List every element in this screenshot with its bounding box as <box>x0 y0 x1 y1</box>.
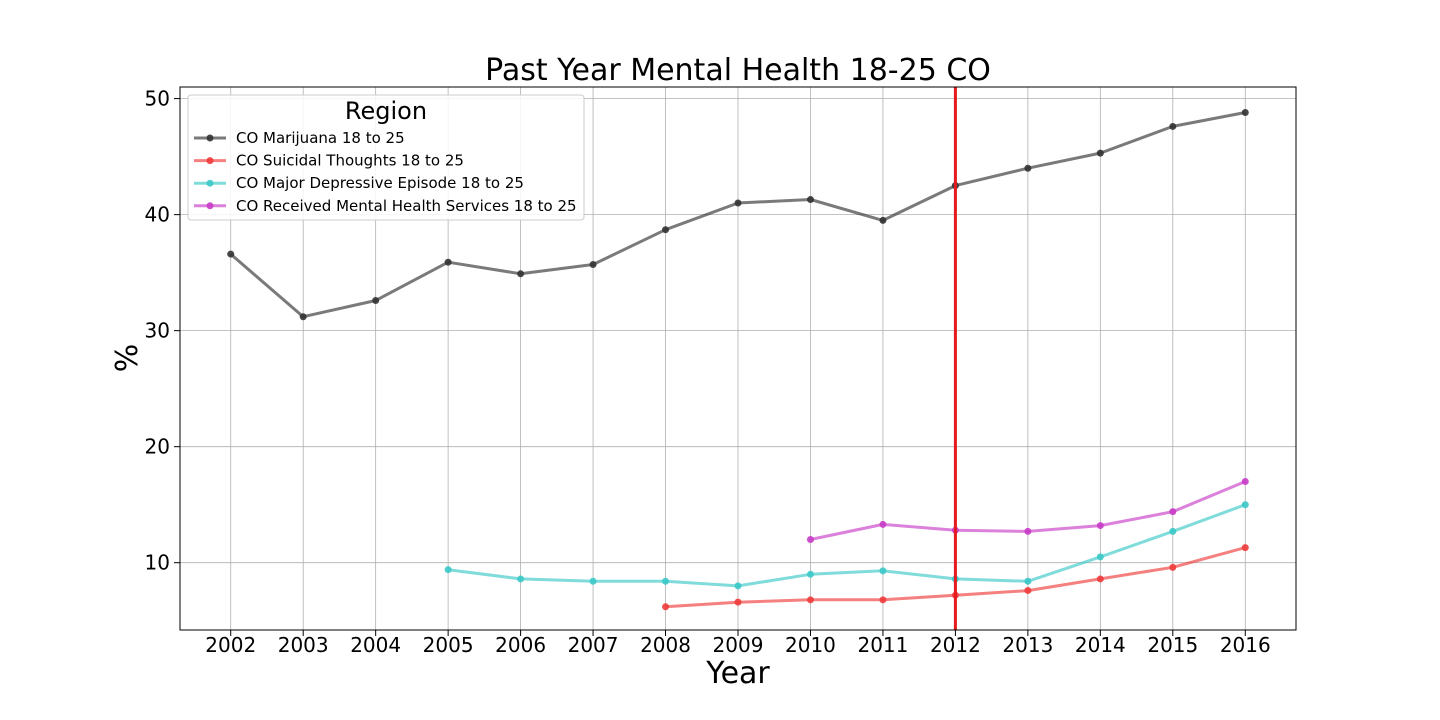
data-point <box>1024 164 1032 172</box>
data-point <box>1024 527 1032 535</box>
data-point <box>662 603 670 611</box>
x-tick-label: 2008 <box>640 633 691 657</box>
data-point <box>1169 122 1177 130</box>
data-point <box>299 313 307 321</box>
legend-item: CO Major Depressive Episode 18 to 25 <box>194 174 524 192</box>
data-point <box>879 216 887 224</box>
legend: Region CO Marijuana 18 to 25 CO Suicidal … <box>187 94 585 221</box>
data-point <box>806 196 814 204</box>
data-point <box>1241 109 1249 117</box>
x-tick-label: 2015 <box>1147 633 1198 657</box>
y-tick-label: 30 <box>145 319 170 343</box>
data-point <box>1096 553 1104 561</box>
x-tick-label: 2011 <box>857 633 908 657</box>
data-point <box>734 598 742 606</box>
x-axis-title: Year <box>705 656 770 691</box>
data-point <box>1241 501 1249 509</box>
data-point <box>879 596 887 604</box>
data-point <box>227 250 235 258</box>
data-point <box>1241 477 1249 485</box>
x-tick-label: 2003 <box>278 633 329 657</box>
data-point <box>444 258 452 266</box>
data-point <box>1241 544 1249 552</box>
data-point <box>734 582 742 590</box>
data-point <box>879 520 887 528</box>
legend-label: CO Marijuana 18 to 25 <box>236 129 405 147</box>
data-point <box>1169 563 1177 571</box>
data-point <box>444 566 452 574</box>
y-tick-label: 10 <box>145 551 170 575</box>
x-tick-label: 2014 <box>1075 633 1126 657</box>
chart-title: Past Year Mental Health 18-25 CO <box>485 53 991 88</box>
x-tick-label: 2005 <box>423 633 474 657</box>
x-tick-label: 2013 <box>1002 633 1053 657</box>
x-tick-label: 2007 <box>568 633 619 657</box>
y-tick-label: 50 <box>145 87 170 111</box>
x-tick-label: 2012 <box>930 633 981 657</box>
data-point <box>1169 527 1177 535</box>
legend-swatch-marker <box>206 202 214 210</box>
series-line <box>447 503 1246 588</box>
legend-box <box>187 94 585 221</box>
y-axis-title: % <box>110 344 145 373</box>
legend-title: Region <box>345 97 427 125</box>
y-tick-label: 40 <box>145 203 170 227</box>
data-point <box>1024 577 1032 585</box>
legend-items: CO Marijuana 18 to 25 CO Suicidal Thought… <box>194 129 577 215</box>
legend-item: CO Received Mental Health Services 18 to… <box>194 197 577 215</box>
data-point <box>589 577 597 585</box>
legend-label: CO Suicidal Thoughts 18 to 25 <box>236 152 464 170</box>
x-axis: 2002 2003 2004 2005 2006 2007 2008 2009 2010 2011… <box>205 630 1271 657</box>
data-point <box>1096 575 1104 583</box>
legend-swatch-marker <box>206 179 214 187</box>
data-point <box>1024 587 1032 595</box>
data-point <box>372 296 380 304</box>
legend-label: CO Received Mental Health Services 18 to… <box>236 197 577 215</box>
data-point <box>879 567 887 575</box>
x-tick-label: 2006 <box>495 633 546 657</box>
legend-swatch-marker <box>206 157 214 165</box>
data-point <box>517 270 525 278</box>
x-tick-label: 2010 <box>785 633 836 657</box>
data-point <box>517 575 525 583</box>
x-tick-label: 2004 <box>350 633 401 657</box>
data-point <box>806 536 814 543</box>
data-point <box>806 570 814 578</box>
series-3 <box>444 501 1249 590</box>
y-axis: 10 20 30 40 50 <box>145 87 180 575</box>
data-point <box>1096 149 1104 157</box>
x-tick-label: 2016 <box>1220 633 1271 657</box>
data-point <box>734 199 742 207</box>
data-point <box>1096 522 1104 530</box>
x-tick-label: 2009 <box>713 633 764 657</box>
data-point <box>662 577 670 585</box>
x-tick-label: 2002 <box>205 633 256 657</box>
legend-label: CO Major Depressive Episode 18 to 25 <box>236 174 524 192</box>
legend-swatch-marker <box>206 134 214 142</box>
legend-item: CO Marijuana 18 to 25 <box>194 129 405 147</box>
data-point <box>806 596 814 604</box>
data-point <box>1169 508 1177 516</box>
data-point <box>662 226 670 234</box>
y-tick-label: 20 <box>145 435 170 459</box>
legend-item: CO Suicidal Thoughts 18 to 25 <box>194 152 464 170</box>
data-point <box>589 261 597 269</box>
